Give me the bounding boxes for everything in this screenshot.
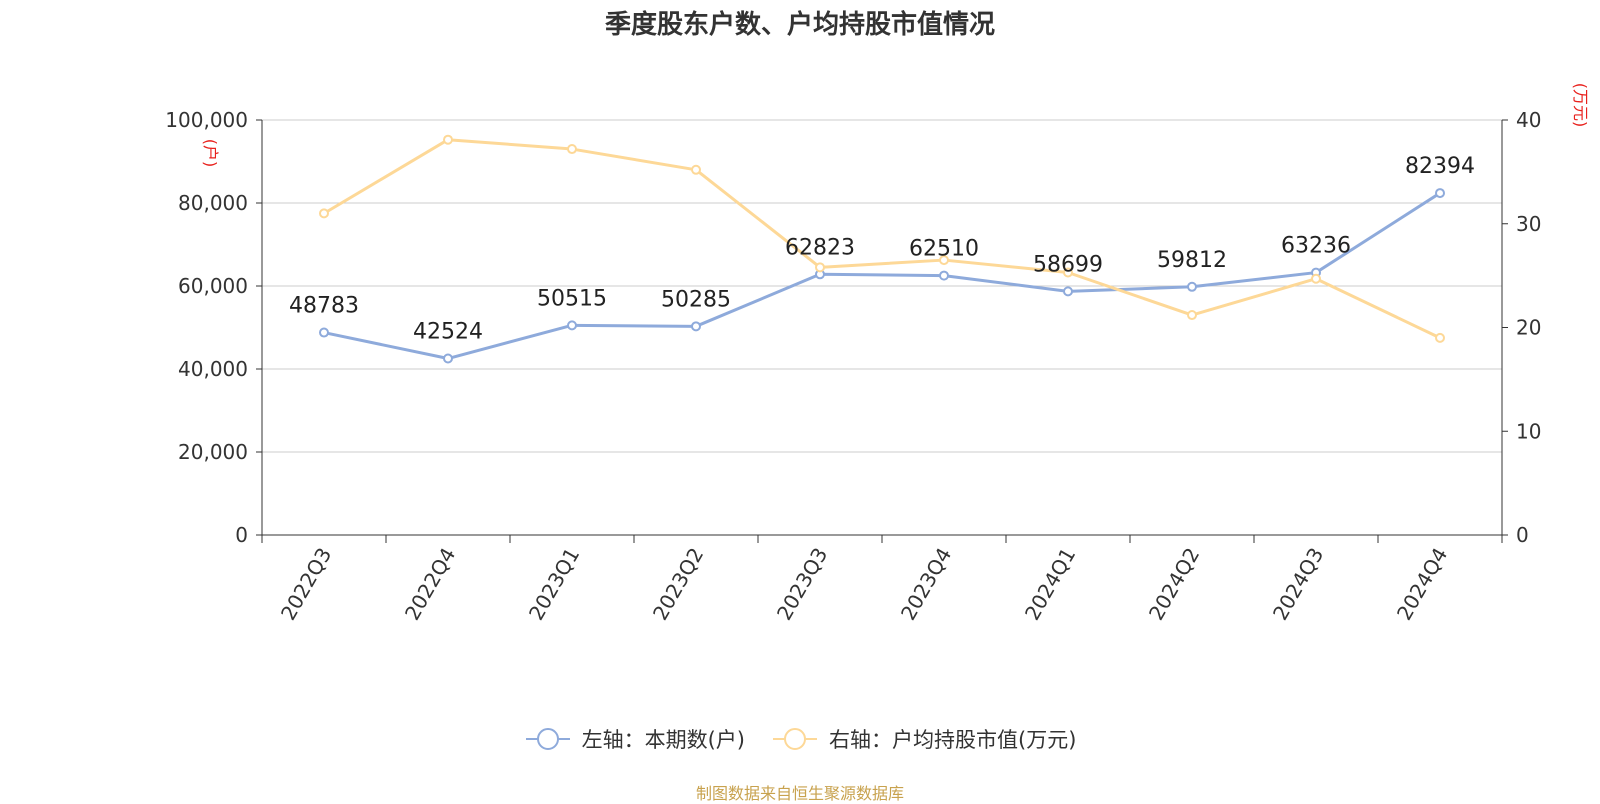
series-line-avg-value <box>323 138 1441 340</box>
point-avg-value <box>1063 267 1073 278</box>
y-right-tick-label: 0 <box>1516 523 1529 547</box>
y-right-tick-label: 30 <box>1516 212 1541 236</box>
x-tick-label: 2023Q4 <box>896 544 956 625</box>
y-left-tick-label: 0 <box>235 523 248 547</box>
point-households <box>1187 281 1197 292</box>
x-tick-label: 2023Q2 <box>648 544 708 625</box>
point-avg-value <box>319 208 329 219</box>
point-households <box>691 321 701 332</box>
legend-label-left: 左轴：本期数(户) <box>581 728 745 752</box>
point-avg-value <box>443 134 453 145</box>
source-note: 制图数据来自恒生聚源数据库 <box>695 784 904 803</box>
y-right-axis-label: (万元) <box>1571 83 1590 128</box>
chart-title: 季度股东户数、户均持股市值情况 <box>604 10 995 40</box>
legend-marker-orange-icon <box>773 728 817 750</box>
point-avg-value <box>567 144 577 155</box>
data-label: 62510 <box>909 237 979 262</box>
x-tick-label: 2022Q4 <box>400 544 460 625</box>
y-left-tick-label: 100,000 <box>165 108 248 132</box>
axes: 0 20,000 40,000 60,000 80,000 100,000 0 10 20 30 4… <box>165 83 1590 624</box>
legend: 左轴：本期数(户) 右轴：户均持股市值(万元) <box>0 724 1600 754</box>
x-tick-label: 2024Q3 <box>1268 544 1328 625</box>
point-avg-value <box>691 164 701 175</box>
data-label: 82394 <box>1405 154 1475 179</box>
grid-lines <box>262 119 1502 453</box>
data-label: 50515 <box>537 286 607 311</box>
x-tick-label: 2024Q2 <box>1144 544 1204 625</box>
data-label: 63236 <box>1281 234 1351 259</box>
point-households <box>443 353 453 364</box>
series-line-households <box>323 191 1441 361</box>
series <box>319 134 1445 364</box>
x-tick-label: 2024Q4 <box>1392 544 1452 625</box>
point-households <box>1435 188 1445 199</box>
y-left-tick-label: 80,000 <box>178 191 248 215</box>
point-avg-value <box>939 255 949 266</box>
y-left-tick-label: 20,000 <box>178 440 248 464</box>
point-households <box>939 270 949 281</box>
point-avg-value <box>815 262 825 273</box>
point-avg-value <box>1311 273 1321 284</box>
point-households <box>567 320 577 331</box>
point-avg-value <box>1187 310 1197 321</box>
x-tick-label: 2024Q1 <box>1020 544 1080 625</box>
data-label: 50285 <box>661 287 731 312</box>
y-right-tick-label: 10 <box>1516 419 1541 443</box>
legend-marker-blue-icon <box>525 728 570 750</box>
y-left-tick-label: 40,000 <box>178 357 248 381</box>
x-tick-label: 2023Q1 <box>524 544 584 625</box>
legend-item-right[interactable]: 右轴：户均持股市值(万元) <box>771 724 1076 754</box>
data-label: 58699 <box>1033 252 1103 277</box>
data-label: 42524 <box>413 320 483 345</box>
data-label: 62823 <box>785 235 855 260</box>
y-left-tick-label: 60,000 <box>178 274 248 298</box>
data-label: 59812 <box>1157 248 1227 273</box>
y-left-axis-label: (户) <box>201 139 220 168</box>
y-right-tick-label: 40 <box>1516 108 1541 132</box>
point-households <box>319 327 329 338</box>
x-tick-label: 2022Q3 <box>276 544 336 625</box>
x-tick-label: 2023Q3 <box>772 544 832 625</box>
legend-item-left[interactable]: 左轴：本期数(户) <box>524 724 745 754</box>
legend-label-right: 右轴：户均持股市值(万元) <box>829 728 1077 752</box>
data-label: 48783 <box>289 294 359 319</box>
point-households <box>1063 286 1073 297</box>
data-labels: 48783 42524 50515 50285 62823 62510 58699 59812… <box>289 154 1475 344</box>
y-right-tick-label: 20 <box>1516 316 1541 340</box>
point-avg-value <box>1435 332 1445 343</box>
